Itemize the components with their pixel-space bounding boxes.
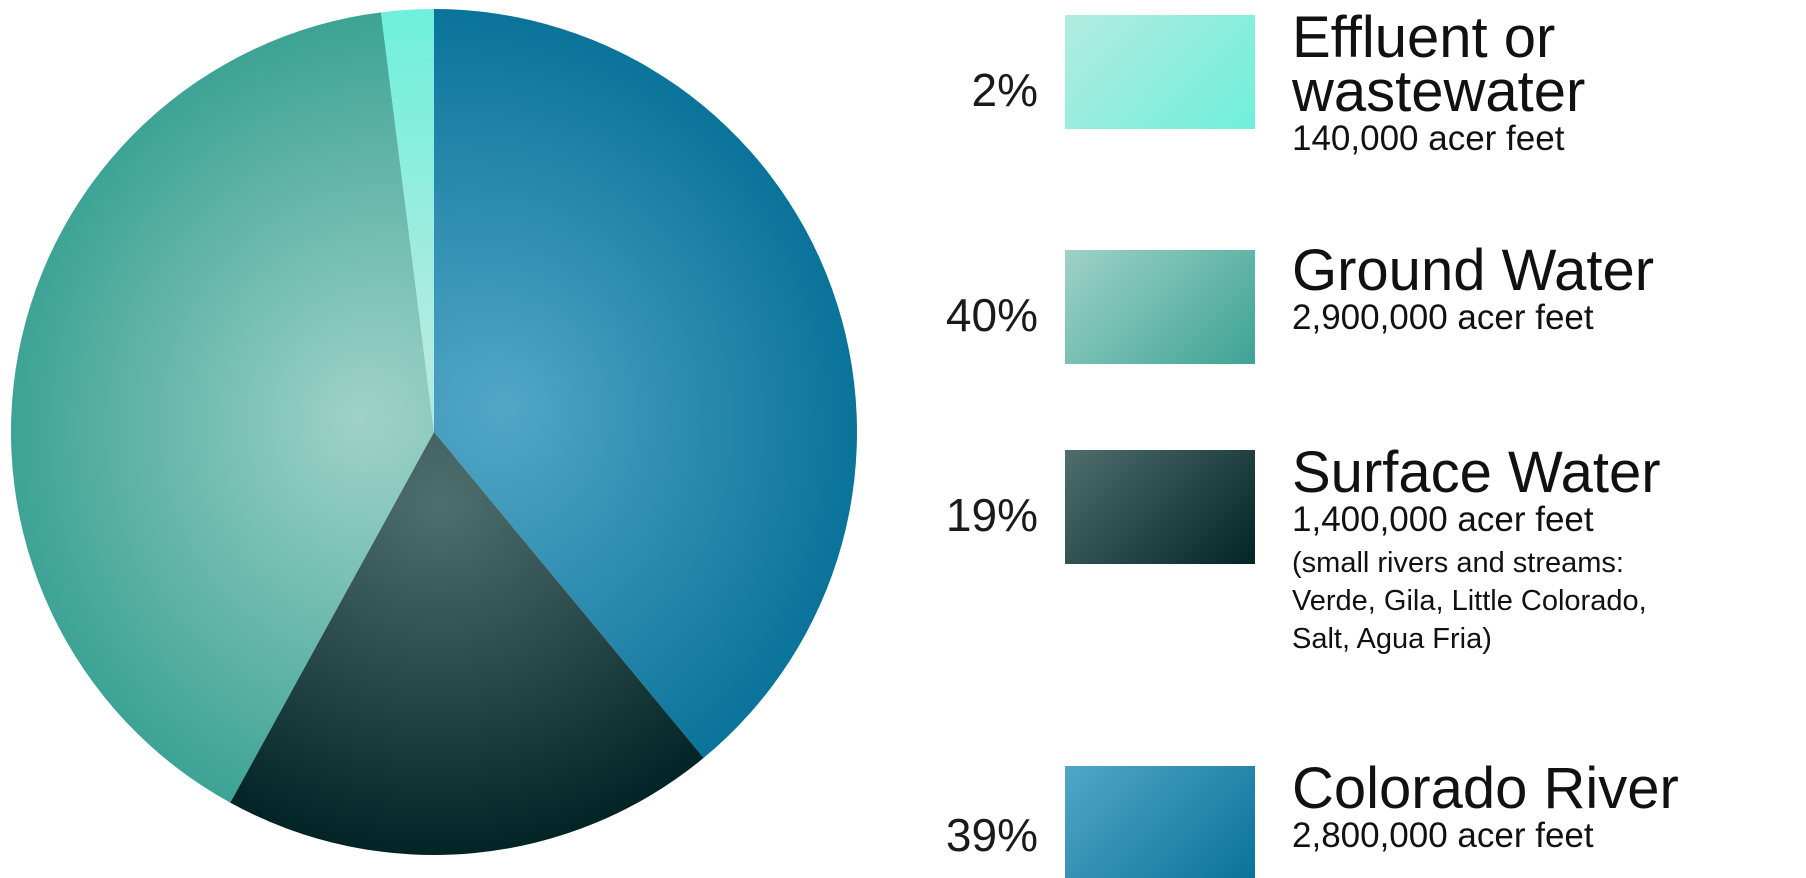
legend-text-colorado-river: Colorado River 2,800,000 acer feet [1292,756,1792,856]
legend-title-colorado-river: Colorado River [1292,756,1679,821]
legend-percent-surface-water: 19% [945,489,1038,541]
pie-slice-ground-water [11,12,435,803]
legend-text-effluent: Effluent or wastewater 140,000 acer feet [1292,5,1792,159]
legend-amount-colorado-river: 2,800,000 acer feet [1292,816,1594,855]
pie-slices [11,9,858,855]
legend-percent-effluent: 2% [971,64,1038,116]
pie-slice-surface-water [230,432,704,855]
legend-amount-effluent: 140,000 acer feet [1292,119,1565,158]
legend-percent-ground-water: 40% [945,289,1038,341]
legend-swatch-effluent [1065,15,1255,129]
pie-slice-effluent [380,9,434,432]
legend-amount-surface-water: 1,400,000 acer feet [1292,500,1594,539]
legend-amount-ground-water: 2,900,000 acer feet [1292,298,1594,337]
legend-swatch-ground-water [1065,250,1255,364]
pie-chart [11,9,858,855]
legend-note-surface-water: (small rivers and streams: Verde, Gila, … [1292,547,1647,655]
legend-percent-colorado-river: 39% [945,809,1038,861]
legend-title-surface-water: Surface Water [1292,440,1661,505]
legend-swatch-colorado-river [1065,766,1255,878]
legend-text-surface-water: Surface Water 1,400,000 acer feet (small… [1292,440,1792,658]
legend-title-ground-water: Ground Water [1292,238,1655,303]
pie-slice-colorado-river [434,9,858,758]
legend-title-effluent: Effluent or wastewater [1292,5,1586,124]
legend-text-ground-water: Ground Water 2,900,000 acer feet [1292,238,1792,338]
legend-swatch-surface-water [1065,450,1255,564]
